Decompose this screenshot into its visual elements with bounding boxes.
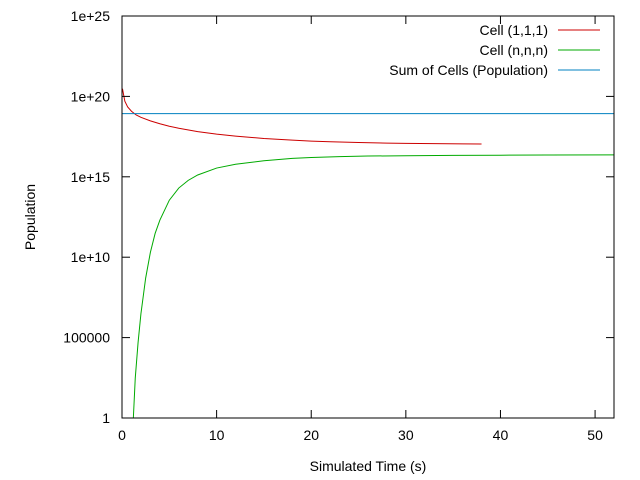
legend: Cell (1,1,1) Cell (n,n,n) Sum of Cells (Po… [389, 22, 600, 78]
plot-frame [121, 15, 615, 419]
y-tick-label: 1e+10 [71, 249, 111, 265]
x-tick-label: 30 [398, 427, 414, 443]
legend-label: Cell (1,1,1) [480, 22, 548, 38]
series-layer [121, 88, 615, 419]
x-axis-title: Simulated Time (s) [310, 458, 427, 474]
x-tick-label: 40 [493, 427, 509, 443]
legend-label: Cell (n,n,n) [480, 42, 548, 58]
x-tick-label: 0 [118, 427, 126, 443]
x-tick-label: 10 [209, 427, 225, 443]
y-tick-label: 1e+15 [71, 169, 111, 185]
series-line-2 [132, 154, 615, 419]
y-tick-label: 1e+25 [71, 8, 111, 24]
y-tick-label: 100000 [63, 330, 110, 346]
y-axis-title: Population [22, 184, 38, 250]
x-tick-label: 50 [587, 427, 603, 443]
ticks-layer: 0 10 20 30 40 50 1 100000 1e+10 1e+15 1e+20 1e+25 [63, 8, 614, 443]
legend-label: Sum of Cells (Population) [389, 62, 548, 78]
y-tick-label: 1 [102, 410, 110, 426]
y-tick-label: 1e+20 [71, 88, 111, 104]
x-tick-label: 20 [303, 427, 319, 443]
